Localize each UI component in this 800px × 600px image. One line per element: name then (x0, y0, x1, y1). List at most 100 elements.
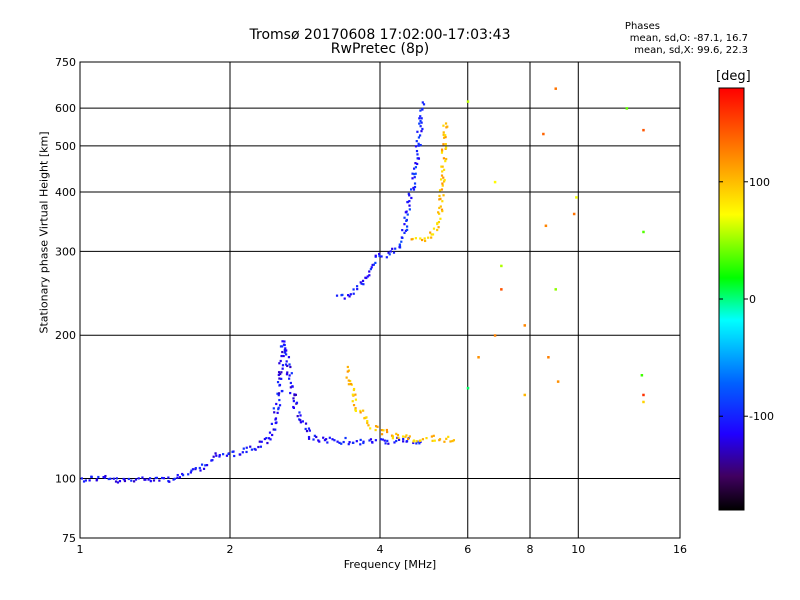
data-point (227, 452, 230, 456)
data-point (326, 441, 329, 444)
data-point (277, 371, 281, 374)
data-point (276, 392, 279, 395)
data-point (123, 479, 127, 483)
data-point (137, 477, 140, 480)
data-point (362, 283, 365, 286)
data-point (544, 224, 548, 228)
data-point (222, 453, 225, 456)
data-point (419, 120, 422, 123)
data-point (391, 247, 394, 250)
data-point (346, 294, 350, 297)
data-point (88, 479, 91, 482)
data-point (286, 371, 289, 374)
data-point (281, 350, 284, 354)
data-point (107, 477, 110, 481)
data-point (348, 441, 351, 444)
data-point (285, 360, 288, 363)
data-point (283, 348, 286, 352)
data-point (328, 436, 331, 439)
data-point (172, 478, 175, 481)
y-axis-label: Stationary phase Virtual Height [km] (37, 131, 51, 334)
data-point (400, 240, 403, 243)
data-point (374, 254, 377, 257)
data-point (395, 432, 398, 435)
data-point (354, 393, 357, 396)
data-point (374, 425, 378, 428)
data-point (442, 157, 446, 160)
data-point (307, 435, 311, 439)
data-point (466, 386, 470, 390)
data-point (270, 422, 273, 425)
data-point (359, 438, 362, 442)
data-point (127, 477, 130, 481)
data-point (442, 194, 445, 197)
data-point (392, 251, 396, 254)
data-point (432, 434, 435, 437)
data-point (292, 406, 295, 409)
data-point (442, 131, 445, 134)
data-point (199, 469, 202, 472)
data-point (280, 377, 283, 380)
data-point (417, 157, 420, 160)
data-point (278, 404, 282, 407)
data-point (349, 379, 352, 383)
data-point (443, 178, 446, 182)
data-point (233, 454, 236, 458)
data-point (191, 468, 195, 471)
data-point (374, 439, 377, 442)
data-point (374, 261, 377, 265)
data-point (421, 107, 424, 110)
data-point (352, 404, 356, 407)
data-point (168, 480, 171, 483)
data-point (408, 435, 411, 438)
data-point (250, 448, 254, 451)
y-tick-label: 600 (55, 102, 76, 115)
y-tick-label: 400 (55, 186, 76, 199)
x-tick-label: 1 (77, 543, 84, 556)
data-point (116, 481, 120, 484)
data-point (397, 436, 400, 439)
colorbar-label: [deg] (716, 69, 751, 84)
data-point (415, 140, 418, 143)
data-point (280, 354, 283, 358)
x-axis-label: Frequency [MHz] (343, 558, 437, 571)
data-point (388, 253, 391, 256)
data-point (173, 477, 176, 480)
data-point (433, 439, 436, 442)
data-point (364, 276, 367, 279)
data-point (442, 124, 445, 127)
y-tick-label: 75 (62, 532, 76, 545)
data-point (444, 143, 447, 146)
data-point (272, 428, 275, 431)
data-point (267, 437, 271, 440)
data-point (280, 371, 283, 374)
data-point (176, 473, 179, 477)
data-point (347, 379, 350, 382)
data-point (134, 478, 138, 481)
data-point (286, 364, 289, 368)
data-point (154, 476, 157, 480)
data-point (444, 122, 448, 125)
data-point (441, 184, 444, 187)
data-point (406, 437, 410, 441)
data-point (271, 433, 274, 437)
data-point (287, 356, 291, 359)
data-point (80, 477, 83, 480)
data-point (440, 174, 444, 177)
data-point (442, 168, 446, 171)
data-point (218, 454, 221, 457)
data-point (493, 180, 497, 184)
data-point (403, 231, 406, 235)
data-point (554, 288, 557, 291)
data-point (419, 115, 422, 118)
data-point (418, 134, 422, 137)
stats-heading: Phases (624, 21, 660, 32)
data-point (294, 393, 298, 396)
data-point (344, 436, 347, 440)
data-point (290, 372, 293, 375)
data-point (276, 411, 279, 414)
y-tick-label: 300 (55, 245, 76, 258)
data-point (380, 428, 384, 432)
data-point (296, 415, 299, 418)
